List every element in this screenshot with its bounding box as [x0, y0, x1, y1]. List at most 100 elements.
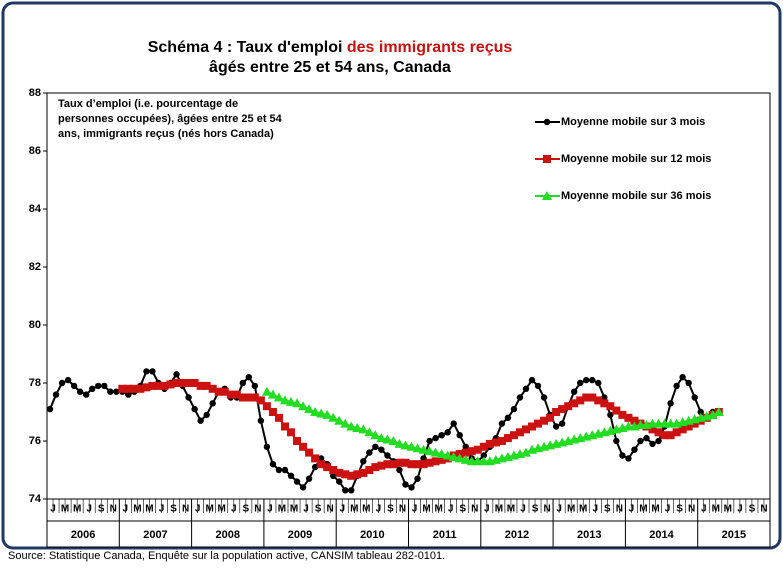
data-point	[261, 386, 272, 396]
data-point	[328, 412, 339, 422]
data-point	[317, 460, 326, 469]
legend-label: Moyenne mobile sur 3 mois	[561, 116, 705, 128]
legend-marker	[543, 155, 551, 163]
data-point	[570, 399, 579, 408]
data-point	[480, 452, 488, 459]
data-point	[286, 396, 297, 406]
legend-marker	[543, 118, 551, 126]
data-point	[359, 468, 368, 477]
title-highlight: des immigrants reçus	[347, 39, 513, 56]
data-point	[601, 394, 608, 401]
data-point	[250, 393, 259, 402]
data-point	[364, 427, 375, 437]
data-point	[438, 432, 445, 439]
data-point	[461, 448, 470, 457]
y-tick-label: 88	[29, 87, 41, 99]
data-point	[262, 402, 271, 411]
data-point	[329, 466, 338, 474]
y-tick-label: 74	[29, 493, 42, 505]
data-point	[304, 404, 315, 414]
data-point	[528, 376, 536, 384]
data-point	[124, 384, 133, 393]
data-point	[342, 487, 349, 494]
data-point	[383, 460, 392, 469]
year-label: 2014	[649, 529, 674, 541]
data-point	[238, 393, 247, 402]
data-point	[504, 414, 512, 421]
data-point	[46, 405, 54, 413]
data-point	[431, 457, 440, 466]
data-point	[649, 440, 656, 448]
data-point	[648, 425, 657, 434]
data-point	[323, 463, 332, 472]
data-point	[292, 398, 303, 408]
data-point	[448, 451, 459, 461]
data-point	[528, 422, 537, 431]
data-point	[334, 415, 345, 425]
data-point	[371, 463, 380, 472]
y-tick-label: 82	[29, 261, 41, 273]
data-point	[540, 416, 549, 425]
data-point	[118, 384, 127, 393]
data-point	[534, 382, 542, 390]
data-point	[358, 424, 369, 434]
data-point	[329, 472, 337, 479]
data-point	[613, 437, 620, 445]
data-point	[372, 443, 379, 450]
data-point	[317, 455, 325, 462]
data-point	[450, 420, 457, 427]
y-tick-label: 84	[29, 203, 42, 215]
title-part: Schéma 4 : Taux d'emploi	[148, 39, 347, 56]
data-point	[473, 445, 482, 454]
data-point	[583, 376, 590, 384]
data-point	[348, 487, 355, 494]
data-point	[594, 396, 603, 405]
data-point	[293, 437, 302, 445]
legend-label: Moyenne mobile sur 12 mois	[561, 153, 711, 165]
data-point	[430, 447, 441, 457]
data-point	[564, 402, 573, 411]
data-point	[191, 405, 198, 413]
data-point	[582, 393, 591, 402]
data-point	[684, 422, 693, 431]
data-point	[154, 381, 163, 390]
data-point	[251, 382, 259, 390]
year-label: 2011	[433, 529, 457, 541]
data-point	[436, 449, 447, 459]
y-tick-label: 76	[29, 435, 41, 447]
data-point	[185, 394, 192, 401]
data-point	[558, 405, 567, 414]
data-point	[424, 446, 435, 456]
data-point	[600, 399, 609, 408]
data-point	[346, 421, 357, 431]
data-point	[190, 379, 199, 387]
data-point	[310, 407, 321, 416]
data-point	[107, 388, 114, 395]
data-point	[279, 395, 290, 405]
data-point	[311, 463, 319, 471]
data-point	[305, 448, 314, 457]
data-point	[654, 428, 663, 437]
data-point	[672, 428, 681, 437]
data-point	[460, 454, 471, 464]
data-point	[76, 388, 84, 395]
data-point	[263, 443, 271, 450]
data-point	[226, 390, 235, 399]
data-point	[485, 439, 494, 448]
data-point	[335, 468, 344, 477]
year-label: 2008	[216, 529, 240, 541]
data-point	[378, 446, 385, 453]
year-label: 2006	[71, 529, 95, 541]
data-point	[95, 382, 102, 390]
data-point	[384, 452, 391, 459]
data-point	[552, 423, 560, 430]
data-point	[595, 379, 602, 387]
data-point	[214, 387, 223, 396]
data-point	[382, 434, 393, 444]
data-point	[316, 408, 327, 418]
data-point	[353, 470, 362, 479]
data-point	[660, 431, 669, 440]
data-point	[336, 478, 343, 485]
data-point	[113, 388, 120, 395]
